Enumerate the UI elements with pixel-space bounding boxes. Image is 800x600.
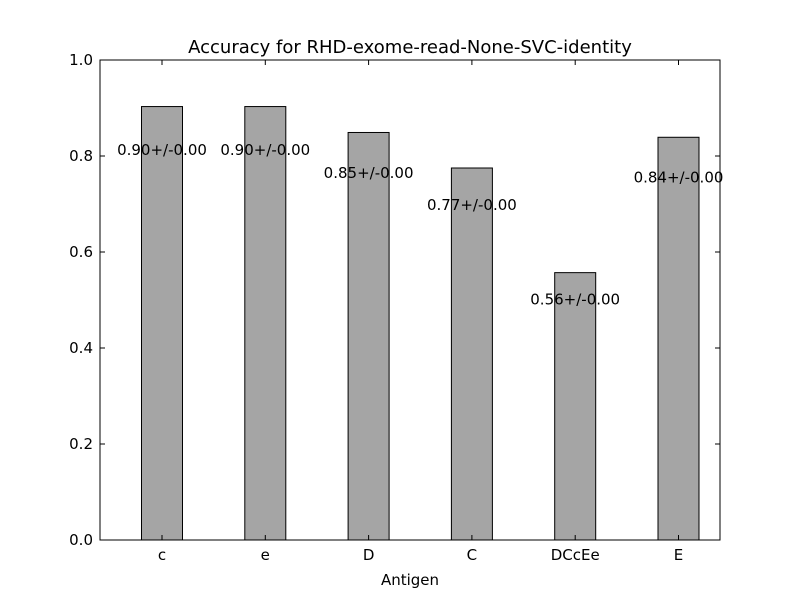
data-label-E: 0.84+/-0.00 bbox=[634, 169, 724, 187]
x-tick-label-C: C bbox=[467, 546, 477, 564]
x-tick-label-D: D bbox=[363, 546, 375, 564]
y-tick-label: 0.0 bbox=[69, 531, 93, 549]
bar-e bbox=[244, 106, 287, 541]
y-tick-label: 0.4 bbox=[69, 339, 93, 357]
x-axis-label: Antigen bbox=[381, 571, 439, 589]
x-tick-label-DCcEe: DCcEe bbox=[551, 546, 600, 564]
data-label-D: 0.85+/-0.00 bbox=[324, 164, 414, 182]
x-tick-label-e: e bbox=[261, 546, 270, 564]
y-tick-label: 1.0 bbox=[69, 51, 93, 69]
x-tick-label-c: c bbox=[158, 546, 166, 564]
data-label-e: 0.90+/-0.00 bbox=[220, 141, 310, 159]
x-tick-label-E: E bbox=[674, 546, 683, 564]
chart-title: Accuracy for RHD-exome-read-None-SVC-ide… bbox=[188, 37, 632, 58]
y-tick-label: 0.8 bbox=[69, 147, 93, 165]
bar-E bbox=[657, 136, 700, 541]
data-label-DCcEe: 0.56+/-0.00 bbox=[530, 290, 620, 308]
y-tick-label: 0.2 bbox=[69, 435, 93, 453]
data-label-c: 0.90+/-0.00 bbox=[117, 141, 207, 159]
bar-DCcEe bbox=[554, 272, 597, 541]
bar-c bbox=[141, 106, 183, 541]
bar-D bbox=[347, 131, 390, 541]
plot-frame bbox=[99, 59, 721, 541]
ticks-layer: c e D C DCcEe E 0.0 0.2 0.4 0.6 0.8 1.0 bbox=[69, 51, 720, 564]
y-tick-label: 0.6 bbox=[69, 243, 93, 261]
data-labels-layer: 0.90+/-0.00 0.90+/-0.00 0.85+/-0.00 0.77+/-… bbox=[117, 141, 723, 308]
data-label-C: 0.77+/-0.00 bbox=[427, 196, 517, 214]
bar-C bbox=[450, 167, 493, 541]
bars-layer bbox=[141, 106, 700, 541]
